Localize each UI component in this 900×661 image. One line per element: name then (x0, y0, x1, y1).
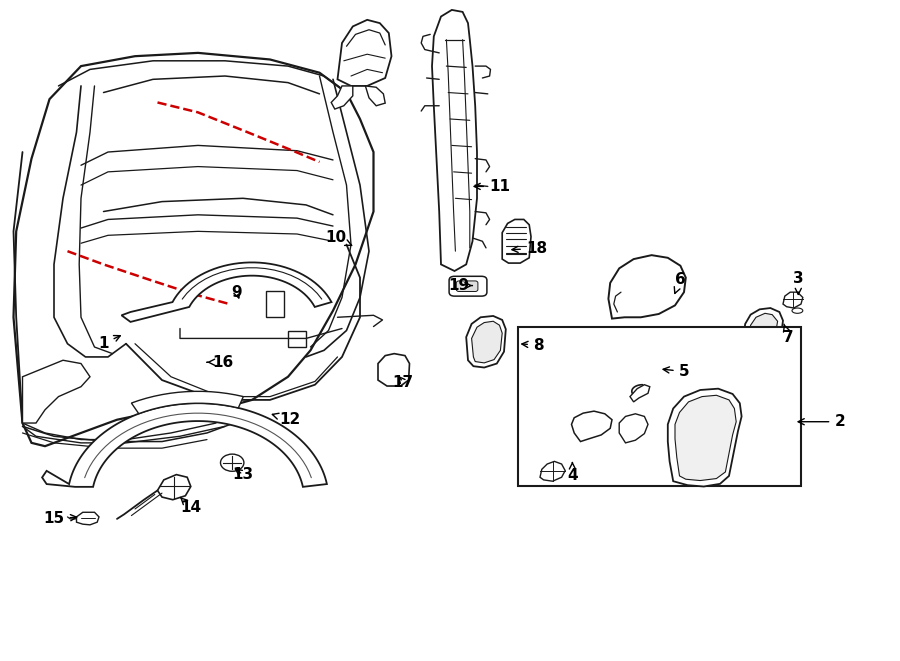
Polygon shape (76, 512, 99, 525)
Text: 14: 14 (180, 497, 202, 515)
Polygon shape (749, 313, 778, 349)
Circle shape (191, 315, 196, 319)
FancyBboxPatch shape (752, 331, 773, 338)
Circle shape (594, 421, 603, 428)
Polygon shape (619, 414, 648, 443)
FancyBboxPatch shape (200, 356, 215, 369)
Polygon shape (378, 354, 410, 386)
Polygon shape (783, 292, 803, 308)
Text: 9: 9 (231, 285, 242, 299)
Bar (518, 327, 801, 486)
Text: 3: 3 (793, 272, 804, 294)
Text: 18: 18 (512, 241, 547, 256)
Polygon shape (288, 330, 306, 347)
Polygon shape (158, 475, 191, 500)
Text: 13: 13 (232, 467, 254, 482)
Ellipse shape (383, 362, 403, 379)
FancyBboxPatch shape (752, 322, 773, 329)
Circle shape (629, 422, 642, 432)
Polygon shape (472, 321, 502, 363)
Text: 15: 15 (43, 512, 76, 526)
Ellipse shape (624, 264, 676, 307)
Polygon shape (432, 10, 477, 271)
Polygon shape (22, 360, 90, 423)
Polygon shape (365, 86, 385, 106)
Text: 16: 16 (207, 355, 234, 369)
Text: 4: 4 (567, 463, 578, 483)
Ellipse shape (634, 272, 666, 299)
Text: 11: 11 (474, 179, 510, 194)
FancyBboxPatch shape (449, 276, 487, 296)
Circle shape (579, 422, 591, 431)
Polygon shape (131, 391, 243, 414)
Polygon shape (668, 389, 742, 486)
Ellipse shape (792, 308, 803, 313)
Text: 10: 10 (325, 231, 352, 245)
Polygon shape (540, 461, 565, 481)
Polygon shape (743, 308, 783, 353)
Text: 19: 19 (448, 278, 472, 293)
Polygon shape (14, 53, 373, 446)
Polygon shape (630, 385, 650, 402)
Text: 1: 1 (98, 336, 121, 351)
Polygon shape (338, 20, 392, 86)
Polygon shape (331, 86, 353, 109)
Polygon shape (122, 262, 331, 322)
Text: 2: 2 (798, 414, 845, 429)
Text: 7: 7 (783, 324, 794, 344)
Polygon shape (42, 403, 327, 487)
Circle shape (220, 454, 244, 471)
Polygon shape (572, 411, 612, 442)
Circle shape (195, 315, 201, 319)
Polygon shape (502, 219, 531, 263)
Text: 6: 6 (674, 272, 686, 293)
Text: 5: 5 (663, 364, 689, 379)
Text: 12: 12 (273, 412, 301, 427)
Polygon shape (466, 316, 506, 368)
FancyBboxPatch shape (456, 281, 478, 292)
Text: 17: 17 (392, 375, 414, 389)
Text: 8: 8 (522, 338, 544, 352)
Polygon shape (266, 291, 284, 317)
Circle shape (200, 315, 205, 319)
Polygon shape (675, 395, 736, 481)
Polygon shape (608, 255, 686, 319)
FancyBboxPatch shape (198, 354, 217, 359)
